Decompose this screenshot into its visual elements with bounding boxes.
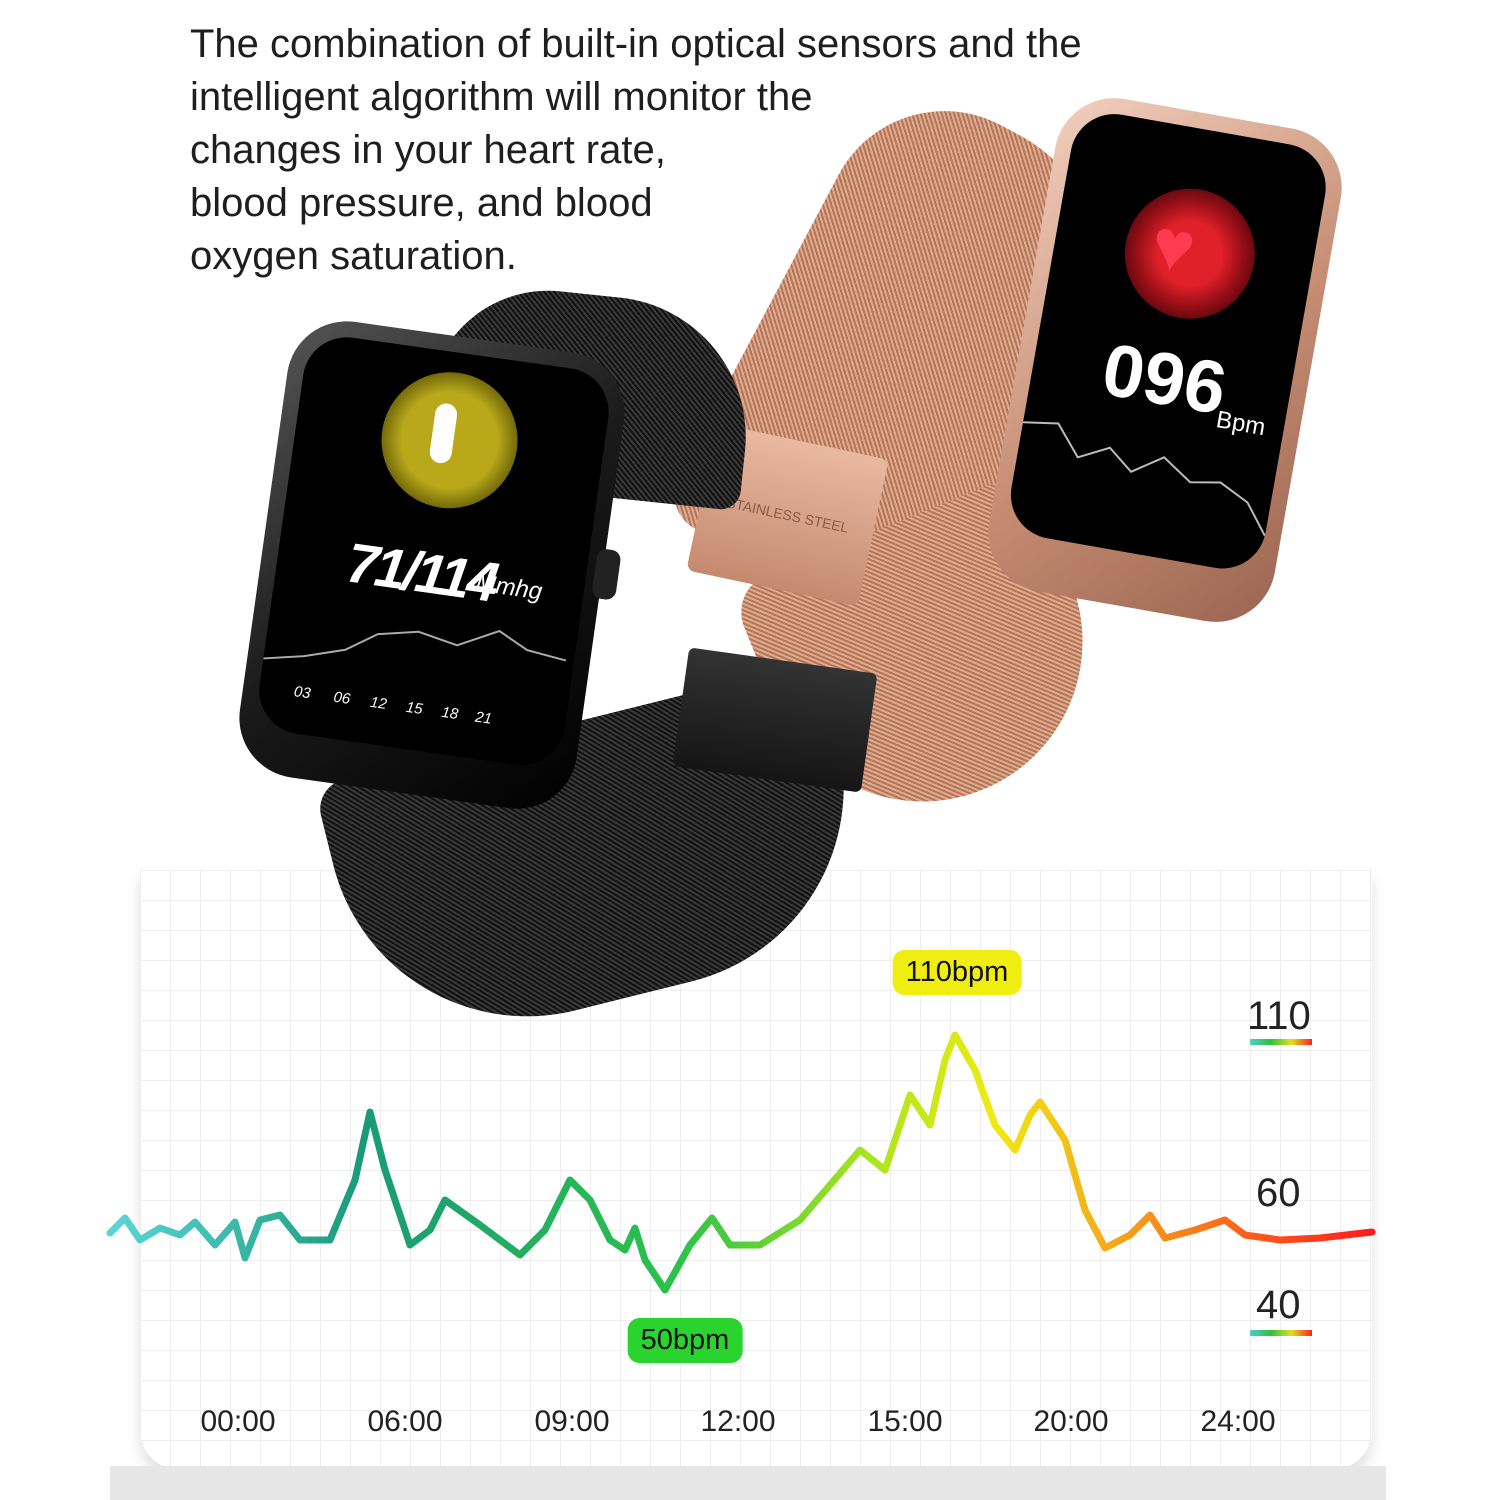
x-label: 20:00 [1033,1405,1109,1438]
x-label: 09:00 [534,1405,610,1438]
gold-watch: ♥ 096 Bpm [978,88,1352,632]
y-label-underline [1250,1039,1312,1045]
gold-watch-screen: ♥ 096 Bpm [1003,107,1333,576]
black-watch: 71/114 Mmhg 03 06 12 15 18 21 [231,313,633,817]
intro-line: oxygen saturation. [190,234,517,278]
x-label: 12:00 [700,1405,776,1438]
heart-rate-mini-graph [1022,421,1266,537]
intro-line: intelligent algorithm will monitor the [190,75,813,119]
heart-rate-line [106,1031,1376,1294]
y-label-60: 60 [1256,1171,1301,1215]
intro-line: The combination of built-in optical sens… [190,22,1082,66]
intro-line: blood pressure, and blood [190,181,653,225]
x-label: 15:00 [867,1405,943,1438]
max-bpm-badge: 110bpm [892,950,1022,995]
intro-line: changes in your heart rate, [190,128,666,172]
bottom-strip [110,1466,1386,1500]
x-label: 24:00 [1200,1405,1276,1438]
x-label: 00:00 [200,1405,276,1438]
blood-pressure-mini-graph [263,629,567,662]
black-watch-screen: 71/114 Mmhg 03 06 12 15 18 21 [253,331,615,771]
y-label-110: 110 [1247,994,1311,1038]
intro-text: The combination of built-in optical sens… [190,18,1082,283]
min-bpm-badge: 50bpm [627,1318,743,1363]
y-label-underline [1250,1330,1312,1336]
y-label-40: 40 [1256,1283,1301,1327]
heart-rate-chart-panel [140,870,1372,1470]
x-label: 06:00 [367,1405,443,1438]
